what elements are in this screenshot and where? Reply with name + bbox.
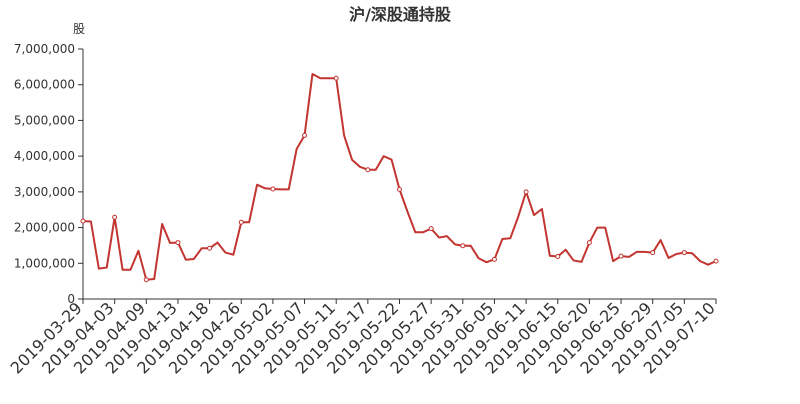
data-point [618,253,624,259]
series-line [82,73,717,281]
y-tick-label: 7,000,000 [14,42,75,56]
data-point [333,75,339,81]
chart-title: 沪/深股通持股 [349,5,452,24]
data-point [112,214,118,220]
y-tick-label: 6,000,000 [14,78,75,92]
data-point [270,186,276,192]
data-point [397,186,402,192]
data-point [681,250,687,256]
data-point [555,254,561,259]
data-point [80,218,86,224]
y-axis: 0 1,000,000 2,000,000 3,000,000 4,000,000 5,0… [14,42,84,306]
x-axis: 2019-03-292019-04-032019-04-092019-04-13… [7,298,719,377]
data-point [586,240,592,246]
data-point [491,256,497,262]
y-tick-label: 1,000,000 [14,256,75,270]
data-point [143,277,149,283]
data-point [650,250,656,256]
data-point [175,240,181,246]
y-tick-label: 2,000,000 [14,221,75,235]
data-point [238,219,244,225]
data-point [207,245,213,251]
y-tick-label: 3,000,000 [14,185,75,199]
y-axis-unit: 股 [73,22,85,36]
data-point [713,258,719,264]
data-point [302,132,308,138]
data-point [523,189,529,195]
y-tick-label: 4,000,000 [14,149,75,163]
y-tick-label: 5,000,000 [14,113,75,127]
y-tick-label: 0 [67,292,75,306]
data-point [460,243,466,249]
series-layer [80,73,719,283]
data-point [365,167,371,173]
data-point [428,226,434,232]
